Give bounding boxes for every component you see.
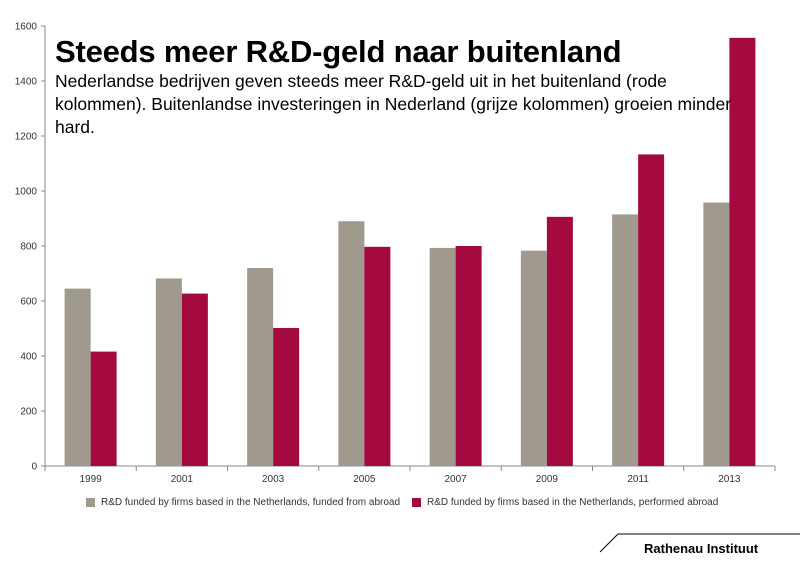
legend-swatch-grey bbox=[86, 498, 95, 507]
bar-performed-abroad-2009 bbox=[546, 216, 573, 466]
footer-source: Rathenau Instituut bbox=[644, 541, 759, 556]
legend-label-performed-abroad: R&D funded by firms based in the Netherl… bbox=[427, 497, 719, 508]
x-tick-label: 2003 bbox=[262, 474, 285, 485]
x-tick-label: 2011 bbox=[627, 474, 649, 485]
x-tick-label: 2009 bbox=[536, 474, 559, 485]
bar-performed-abroad-1999 bbox=[90, 351, 117, 466]
bar-funded-from-abroad-2005 bbox=[338, 221, 365, 466]
chart-subtitle: Nederlandse bedrijven geven steeds meer … bbox=[55, 71, 732, 137]
x-tick-label: 2001 bbox=[171, 474, 194, 485]
legend-item-funded-from-abroad: R&D funded by firms based in the Netherl… bbox=[86, 497, 400, 508]
bar-funded-from-abroad-2001 bbox=[155, 278, 182, 466]
bar-performed-abroad-2013 bbox=[729, 37, 756, 466]
y-tick-label: 200 bbox=[20, 407, 37, 418]
x-tick-label: 2007 bbox=[445, 474, 468, 485]
bar-funded-from-abroad-2011 bbox=[612, 214, 639, 466]
bar-performed-abroad-2007 bbox=[455, 246, 482, 466]
bar-funded-from-abroad-2003 bbox=[247, 268, 274, 466]
y-tick-label: 1000 bbox=[15, 187, 38, 198]
y-tick-label: 400 bbox=[20, 352, 37, 363]
bars bbox=[64, 37, 756, 467]
y-tick-label: 1600 bbox=[15, 22, 38, 33]
legend-swatch-red bbox=[412, 498, 421, 507]
legend-label-funded-from-abroad: R&D funded by firms based in the Netherl… bbox=[101, 497, 401, 508]
bar-funded-from-abroad-2013 bbox=[703, 202, 730, 467]
y-axis: 0 200 400 600 800 1000 1200 1400 1600 bbox=[15, 22, 46, 473]
chart-title: Steeds meer R&D-geld naar buitenland bbox=[55, 34, 622, 69]
footer-rule-diagonal bbox=[599, 533, 619, 553]
x-tick-label: 2005 bbox=[353, 474, 376, 485]
y-tick-label: 600 bbox=[20, 297, 37, 308]
y-tick-label: 1400 bbox=[15, 77, 38, 88]
x-tick-label: 1999 bbox=[80, 474, 103, 485]
y-tick-label: 1200 bbox=[15, 132, 38, 143]
y-tick-label: 0 bbox=[31, 462, 37, 473]
bar-funded-from-abroad-2007 bbox=[429, 247, 456, 466]
bar-funded-from-abroad-1999 bbox=[64, 288, 91, 466]
bar-performed-abroad-2003 bbox=[273, 327, 300, 466]
bar-performed-abroad-2005 bbox=[364, 246, 391, 466]
bar-performed-abroad-2011 bbox=[638, 154, 665, 467]
x-tick-label: 2013 bbox=[718, 474, 741, 485]
y-tick-label: 800 bbox=[20, 242, 37, 253]
bar-funded-from-abroad-2009 bbox=[520, 250, 547, 466]
x-axis: 1999 2001 2003 2005 2007 2009 2011 2013 bbox=[44, 465, 776, 485]
legend-item-performed-abroad: R&D funded by firms based in the Netherl… bbox=[412, 497, 718, 508]
bar-performed-abroad-2001 bbox=[181, 293, 208, 466]
